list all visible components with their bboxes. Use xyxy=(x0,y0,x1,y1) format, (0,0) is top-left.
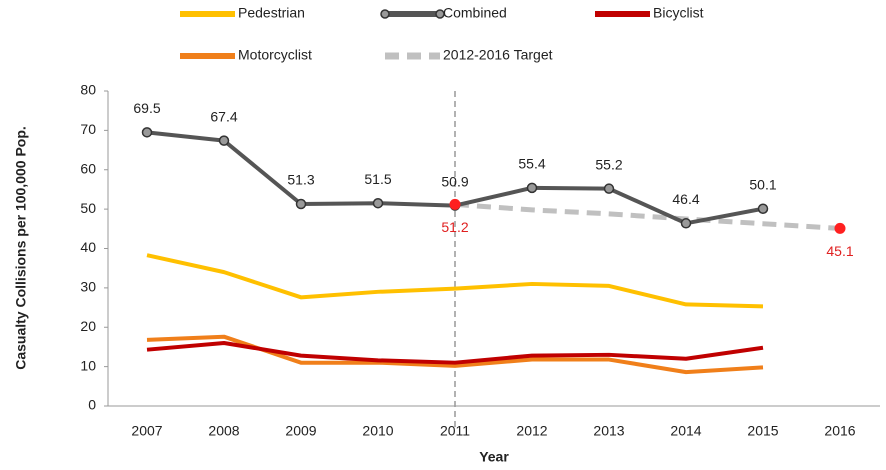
x-tick-label: 2013 xyxy=(593,423,624,439)
data-label: 67.4 xyxy=(210,108,237,124)
x-tick-label: 2014 xyxy=(670,423,701,439)
x-tick-label: 2016 xyxy=(824,423,855,439)
data-label: 45.1 xyxy=(826,243,853,259)
marker xyxy=(526,182,538,194)
legend-label: 2012-2016 Target xyxy=(443,47,553,63)
y-axis-label: Casualty Collisions per 100,000 Pop. xyxy=(13,126,29,370)
x-tick-label: 2007 xyxy=(131,423,162,439)
x-tick-label: 2012 xyxy=(516,423,547,439)
legend-label: Bicyclist xyxy=(653,5,704,21)
target-point xyxy=(834,222,846,234)
y-tick-label: 80 xyxy=(80,82,96,98)
series-line xyxy=(146,341,764,365)
data-label: 50.9 xyxy=(441,173,468,189)
y-tick-label: 0 xyxy=(88,397,96,413)
y-tick-label: 20 xyxy=(80,318,96,334)
data-label: 51.2 xyxy=(441,219,468,235)
legend-label: Pedestrian xyxy=(238,5,305,21)
y-tick-label: 10 xyxy=(80,357,96,373)
y-tick-label: 40 xyxy=(80,239,96,255)
target-point xyxy=(449,198,461,210)
legend-marker xyxy=(435,9,445,19)
data-label: 50.1 xyxy=(749,176,776,192)
series-line xyxy=(454,201,841,231)
x-tick-label: 2015 xyxy=(747,423,778,439)
marker xyxy=(295,198,307,210)
data-label: 55.2 xyxy=(595,156,622,172)
data-label: 51.5 xyxy=(364,171,391,187)
legend-marker xyxy=(380,9,390,19)
marker xyxy=(141,127,153,138)
x-tick-label: 2008 xyxy=(208,423,239,439)
x-axis-label: Year xyxy=(479,449,509,465)
data-label: 46.4 xyxy=(672,191,699,207)
marker xyxy=(757,203,769,214)
data-label: 51.3 xyxy=(287,172,314,188)
data-label: 55.4 xyxy=(518,156,545,172)
legend-label: Motorcyclist xyxy=(238,47,312,63)
x-tick-label: 2011 xyxy=(440,423,470,439)
legend-label: Combined xyxy=(443,5,507,21)
marker xyxy=(218,135,230,146)
marker xyxy=(603,183,615,194)
marker xyxy=(372,197,384,209)
x-tick-label: 2009 xyxy=(285,423,316,439)
y-tick-label: 50 xyxy=(80,200,96,216)
y-tick-label: 70 xyxy=(80,121,96,137)
series-line xyxy=(146,253,764,309)
marker xyxy=(680,218,692,229)
y-tick-label: 30 xyxy=(80,279,96,295)
x-tick-label: 2010 xyxy=(362,423,393,439)
data-label: 69.5 xyxy=(133,100,160,116)
y-tick-label: 60 xyxy=(80,160,96,176)
